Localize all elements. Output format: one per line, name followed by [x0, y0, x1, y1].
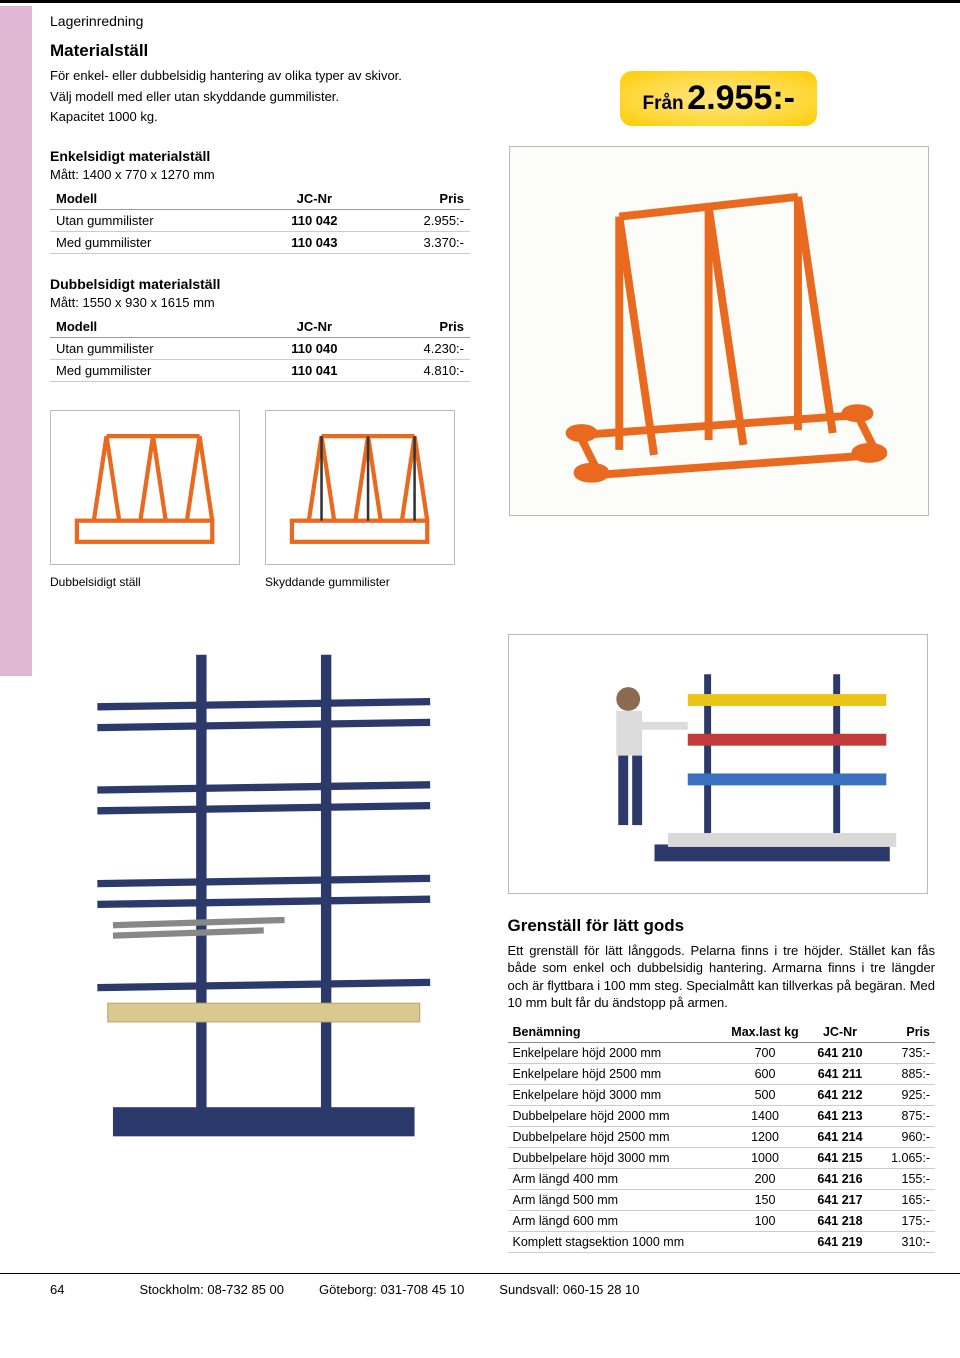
th-price: Pris: [370, 316, 470, 338]
thumb-image-2: [265, 410, 455, 565]
table-row: Arm längd 400 mm200641 216155:-: [508, 1168, 936, 1189]
lower-title: Grenställ för lätt gods: [508, 916, 936, 936]
person-rack-icon: [519, 641, 916, 886]
th-jc: JC-Nr: [259, 316, 370, 338]
table-row: Komplett stagsektion 1000 mm641 219310:-: [508, 1231, 936, 1252]
lower-right-image: [508, 634, 928, 894]
table-row: Med gummilister110 0414.810:-: [50, 359, 470, 381]
table-row: Utan gummilister110 0422.955:-: [50, 209, 470, 231]
table-row: Arm längd 600 mm100641 218175:-: [508, 1210, 936, 1231]
price-badge: Från 2.955:-: [620, 71, 817, 126]
th-name: Benämning: [508, 1022, 726, 1043]
section1-dim: Mått: 1400 x 770 x 1270 mm: [50, 167, 483, 182]
thumb-caption-2: Skyddande gummilister: [265, 575, 455, 589]
rack-large-icon: [520, 156, 917, 506]
side-tab: [0, 6, 32, 676]
page-number: 64: [50, 1282, 64, 1297]
table-row: Dubbelpelare höjd 2500 mm1200641 214960:…: [508, 1126, 936, 1147]
th-model: Modell: [50, 188, 259, 210]
page-footer: 64 Stockholm: 08-732 85 00 Göteborg: 031…: [0, 1273, 960, 1309]
page-header-label: Lagerinredning: [50, 13, 935, 29]
intro-line1: För enkel- eller dubbelsidig hantering a…: [50, 67, 483, 85]
footer-contact-1: Stockholm: 08-732 85 00: [139, 1282, 284, 1297]
rack-icon: [275, 418, 444, 556]
section2-title: Dubbelsidigt materialställ: [50, 276, 483, 292]
table-row: Enkelpelare höjd 2500 mm600641 211885:-: [508, 1063, 936, 1084]
table-row: Med gummilister110 0433.370:-: [50, 231, 470, 253]
th-max: Max.last kg: [725, 1022, 805, 1043]
section2-table: Modell JC-Nr Pris Utan gummilister110 04…: [50, 316, 470, 382]
table-row: Dubbelpelare höjd 2000 mm1400641 213875:…: [508, 1105, 936, 1126]
th-jc: JC-Nr: [259, 188, 370, 210]
th-model: Modell: [50, 316, 259, 338]
intro-line2: Välj modell med eller utan skyddande gum…: [50, 88, 483, 106]
thumb-image-1: [50, 410, 240, 565]
price-amount: 2.955:-: [687, 79, 795, 117]
section1-table: Modell JC-Nr Pris Utan gummilister110 04…: [50, 188, 470, 254]
section2-dim: Mått: 1550 x 930 x 1615 mm: [50, 295, 483, 310]
th-jc: JC-Nr: [805, 1022, 875, 1043]
thumb-caption-1: Dubbelsidigt ställ: [50, 575, 240, 589]
price-from: Från: [642, 93, 683, 114]
table-row: Dubbelpelare höjd 3000 mm1000641 2151.06…: [508, 1147, 936, 1168]
lower-left-image: [50, 634, 478, 1154]
intro-title: Materialställ: [50, 41, 483, 61]
main-product-image: [509, 146, 929, 516]
footer-contact-2: Göteborg: 031-708 45 10: [319, 1282, 464, 1297]
footer-contact-3: Sundsvall: 060-15 28 10: [499, 1282, 639, 1297]
th-price: Pris: [370, 188, 470, 210]
intro-line3: Kapacitet 1000 kg.: [50, 108, 483, 126]
cantilever-rack-icon: [50, 634, 478, 1154]
rack-icon: [60, 418, 229, 556]
lower-desc: Ett grenställ för lätt långgods. Pelarna…: [508, 942, 936, 1012]
section1-title: Enkelsidigt materialställ: [50, 148, 483, 164]
th-price: Pris: [875, 1022, 935, 1043]
table-row: Enkelpelare höjd 2000 mm700641 210735:-: [508, 1042, 936, 1063]
table-row: Utan gummilister110 0404.230:-: [50, 337, 470, 359]
table-row: Enkelpelare höjd 3000 mm500641 212925:-: [508, 1084, 936, 1105]
table-row: Arm längd 500 mm150641 217165:-: [508, 1189, 936, 1210]
lower-table: Benämning Max.last kg JC-Nr Pris Enkelpe…: [508, 1022, 936, 1253]
